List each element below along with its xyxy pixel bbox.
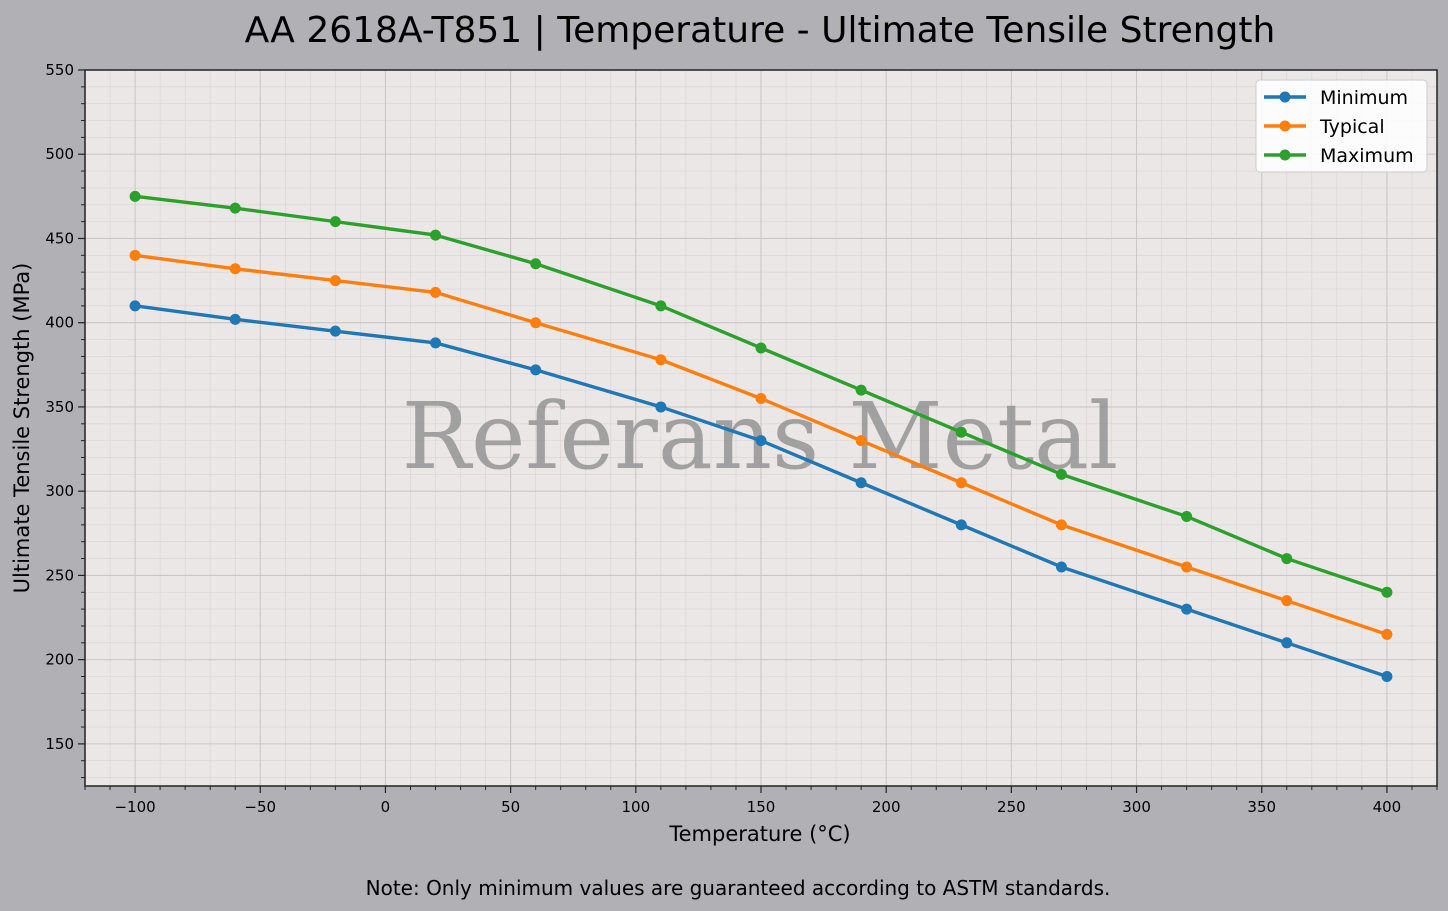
data-point-typical: [955, 477, 967, 489]
data-point-minimum: [229, 313, 241, 325]
x-axis-label: Temperature (°C): [668, 822, 850, 846]
data-point-typical: [655, 354, 667, 366]
data-point-minimum: [430, 337, 442, 349]
data-point-typical: [855, 435, 867, 447]
data-point-maximum: [955, 426, 967, 438]
data-point-maximum: [1055, 468, 1067, 480]
chart-title: AA 2618A-T851 | Temperature - Ultimate T…: [245, 10, 1276, 51]
data-point-typical: [755, 393, 767, 405]
data-point-maximum: [1381, 586, 1393, 598]
x-tick-label: 350: [1247, 798, 1276, 816]
data-point-maximum: [1281, 553, 1293, 565]
y-axis-label: Ultimate Tensile Strength (MPa): [10, 263, 34, 594]
legend-box: [1255, 79, 1428, 173]
data-point-minimum: [855, 477, 867, 489]
legend-marker-maximum: [1279, 149, 1291, 161]
data-point-maximum: [755, 342, 767, 354]
data-point-typical: [229, 263, 241, 275]
legend-label-typical: Typical: [1319, 116, 1385, 138]
data-point-minimum: [655, 401, 667, 413]
data-point-typical: [1381, 628, 1393, 640]
data-point-minimum: [329, 325, 341, 337]
data-point-maximum: [1181, 510, 1193, 522]
y-tick-label: 150: [45, 735, 74, 753]
legend-label-maximum: Maximum: [1320, 145, 1414, 167]
data-point-maximum: [229, 202, 241, 214]
data-point-typical: [1281, 595, 1293, 607]
y-tick-label: 350: [45, 398, 74, 416]
data-point-typical: [329, 275, 341, 287]
data-point-typical: [430, 286, 442, 298]
y-tick-label: 200: [45, 651, 74, 669]
x-tick-label: 250: [997, 798, 1026, 816]
data-point-minimum: [1381, 670, 1393, 682]
x-tick-label: 300: [1122, 798, 1151, 816]
data-point-maximum: [530, 258, 542, 270]
data-point-minimum: [1055, 561, 1067, 573]
data-point-typical: [1181, 561, 1193, 573]
y-tick-label: 400: [45, 314, 74, 332]
data-point-minimum: [1281, 637, 1293, 649]
x-tick-label: 200: [872, 798, 901, 816]
data-point-minimum: [755, 435, 767, 447]
data-point-typical: [530, 317, 542, 329]
y-tick-label: 500: [45, 145, 74, 163]
data-point-maximum: [329, 216, 341, 228]
legend: Minimum Typical Maximum: [1255, 79, 1428, 173]
data-point-minimum: [1181, 603, 1193, 615]
data-point-maximum: [855, 384, 867, 396]
x-tick-label: −100: [114, 798, 155, 816]
data-point-maximum: [430, 229, 442, 241]
x-tick-label: 50: [501, 798, 520, 816]
x-tick-label: −50: [244, 798, 276, 816]
data-point-minimum: [530, 364, 542, 376]
axis-ticks: −100 −50 0 50 100 150 200 250 300 350 400 150 200 250…: [45, 61, 1438, 816]
data-point-typical: [129, 249, 141, 261]
data-point-typical: [1055, 519, 1067, 531]
legend-marker-minimum: [1279, 91, 1291, 103]
footnote: Note: Only minimum values are guaranteed…: [366, 876, 1111, 900]
x-tick-label: 150: [747, 798, 776, 816]
x-tick-label: 100: [621, 798, 650, 816]
y-tick-label: 450: [45, 229, 74, 247]
y-tick-label: 550: [45, 61, 74, 79]
data-point-maximum: [129, 190, 141, 202]
legend-label-minimum: Minimum: [1320, 87, 1408, 109]
y-tick-label: 250: [45, 566, 74, 584]
legend-marker-typical: [1279, 120, 1291, 132]
data-point-minimum: [955, 519, 967, 531]
y-tick-label: 300: [45, 482, 74, 500]
data-point-maximum: [655, 300, 667, 312]
series-layer: [129, 190, 1393, 682]
x-tick-label: 400: [1373, 798, 1402, 816]
x-tick-label: 0: [381, 798, 391, 816]
data-point-minimum: [129, 300, 141, 312]
